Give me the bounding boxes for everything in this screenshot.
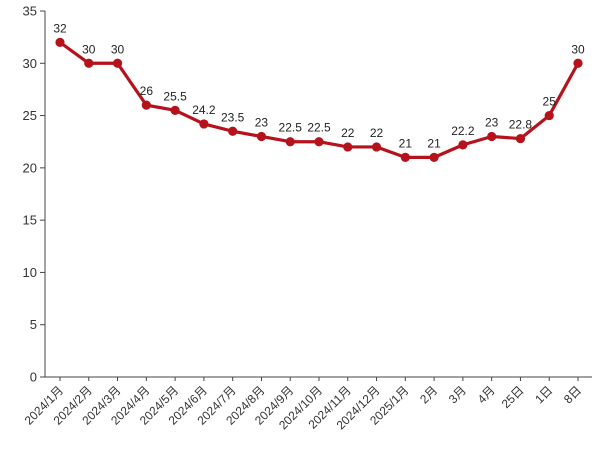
x-tick-label: 2月 <box>417 383 440 406</box>
y-tick-label: 0 <box>30 370 37 385</box>
x-tick-label: 25日 <box>499 383 527 411</box>
axes-layer <box>40 10 592 381</box>
y-tick-label: 15 <box>23 213 37 228</box>
data-label: 22.5 <box>279 121 303 135</box>
data-point <box>84 58 94 68</box>
data-label: 21 <box>399 136 413 150</box>
data-label: 30 <box>82 42 96 56</box>
data-point <box>458 140 468 150</box>
data-label: 23.5 <box>221 110 245 124</box>
data-point <box>544 110 554 121</box>
series-layer <box>55 37 583 162</box>
data-labels: 32 30 30 26 25.5 24.2 23.5 23 22.5 22.5 22 22 21 21 22… <box>53 21 585 150</box>
x-tick-labels: 2024/1月2024/2月2024/3月2024/4月2024/5月2024/… <box>22 383 584 432</box>
data-label: 22.2 <box>451 124 475 138</box>
data-point <box>112 58 123 68</box>
y-tick-labels: 0 5 10 15 20 25 30 35 <box>23 4 37 385</box>
y-tick-label: 5 <box>30 317 37 332</box>
data-label: 21 <box>427 136 441 150</box>
data-label: 22.5 <box>307 121 331 135</box>
data-point <box>228 126 238 136</box>
data-label: 22.8 <box>509 118 533 132</box>
data-point <box>55 37 65 47</box>
data-point <box>170 105 180 115</box>
y-tick-label: 35 <box>23 4 37 19</box>
data-label: 25 <box>543 95 557 109</box>
data-label: 32 <box>53 21 67 35</box>
data-point <box>429 152 439 162</box>
data-label: 22 <box>370 126 384 140</box>
data-label: 30 <box>111 42 125 56</box>
data-label: 23 <box>255 115 269 129</box>
data-point <box>515 133 526 144</box>
data-point <box>371 142 382 152</box>
data-point <box>400 152 410 162</box>
data-point <box>199 119 209 129</box>
data-point <box>487 131 497 142</box>
x-tick-label: 3月 <box>446 383 469 406</box>
x-tick-label: 1日 <box>532 383 555 406</box>
data-point <box>256 131 267 142</box>
y-tick-label: 20 <box>23 160 37 175</box>
y-tick-label: 10 <box>23 265 37 280</box>
data-label: 22 <box>341 126 355 140</box>
data-point <box>141 100 151 110</box>
data-point <box>573 58 583 68</box>
data-label: 23 <box>485 115 499 129</box>
x-tick-label: 8日 <box>561 383 584 406</box>
y-tick-label: 25 <box>23 108 37 123</box>
data-label: 26 <box>140 84 154 98</box>
x-tick-label: 4月 <box>475 383 498 406</box>
data-label: 25.5 <box>163 89 187 103</box>
data-point <box>343 142 353 152</box>
data-label: 24.2 <box>192 103 216 117</box>
data-label: 30 <box>571 42 585 56</box>
y-tick-label: 30 <box>23 56 37 71</box>
data-point <box>285 137 295 147</box>
data-point <box>314 137 324 147</box>
